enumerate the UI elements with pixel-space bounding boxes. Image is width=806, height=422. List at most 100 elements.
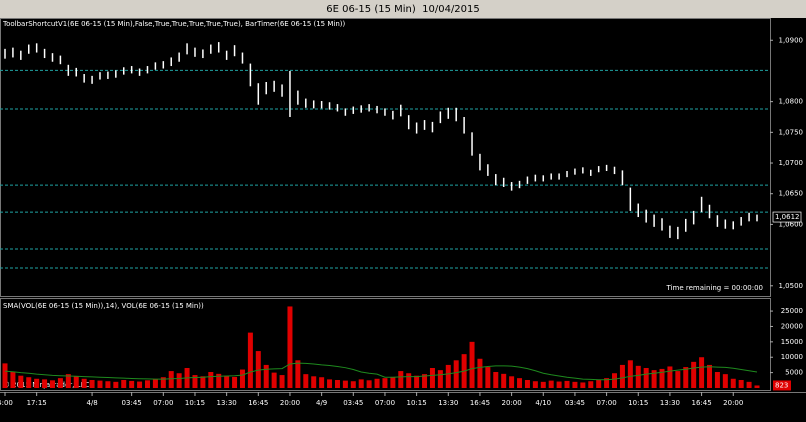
x-tick-label: 13:30 [217,399,237,407]
volume-bar [303,374,309,388]
volume-bar [232,376,238,388]
y-tick-label: 1,0750 [779,128,804,136]
volume-bar [477,358,483,388]
x-tick-label: 03:45 [565,399,585,407]
volume-bar [42,379,48,388]
volume-bar [73,376,79,388]
volume-bar [18,375,24,388]
volume-bar [137,381,143,388]
volume-bar [453,360,459,388]
x-tick-label: 20:00 [723,399,743,407]
last-price-label: 1,0612 [775,213,800,221]
volume-bar [437,370,443,388]
y-tick-label: 10000 [781,353,803,361]
y-tick-label: 15000 [781,338,803,346]
x-tick-label: 10:15 [628,399,648,407]
volume-bar [691,361,697,388]
volume-bar [493,372,499,388]
x-tick-label: 4/9 [316,399,327,407]
volume-bar [572,381,578,388]
x-tick-label: 20:00 [280,399,300,407]
x-tick-label: 13:30 [660,399,680,407]
volume-bar [350,381,356,388]
volume-bar [160,377,166,388]
volume-bar [358,379,364,388]
volume-bar [651,370,657,388]
volume-bar [295,360,301,388]
volume-bar [263,364,269,388]
volume-bar [121,380,127,388]
volume-bar [707,364,713,388]
volume-bar [675,371,681,388]
y-tick-label: 1,0700 [779,159,804,167]
volume-bar [738,380,744,388]
x-tick-label: 07:00 [153,399,173,407]
volume-bar [129,380,135,388]
x-tick-label: 16:45 [470,399,490,407]
volume-bar [81,378,87,388]
volume-bar [619,364,625,388]
volume-bar [635,365,641,388]
x-tick-label: 07:00 [597,399,617,407]
volume-bar [659,368,665,388]
volume-bar [485,367,491,388]
volume-bar [548,380,554,388]
volume-bar [730,378,736,388]
x-tick-label: 16:45 [248,399,268,407]
volume-bar [414,375,420,388]
window-title: 6E 06-15 (15 Min) 10/04/2015 [326,4,480,15]
volume-bar [714,372,720,388]
x-tick-label: 13:30 [438,399,458,407]
volume-bar [208,372,214,388]
volume-bar [247,332,253,388]
y-tick-label: 1,0900 [779,36,804,44]
volume-bar [540,381,546,388]
volume-bar [596,380,602,388]
x-tick-label: 4/10 [535,399,551,407]
volume-bar [667,366,673,388]
volume-bar [612,373,618,388]
volume-bar [168,371,174,388]
volume-bar [65,374,71,388]
volume-bar [524,380,530,388]
volume-bar [200,376,206,388]
y-tick-label: 1,0650 [779,190,804,198]
volume-bar [517,378,523,388]
volume-bar [97,380,103,388]
volume-bar [683,367,689,388]
y-tick-label: 20000 [781,322,803,330]
volume-bar [224,375,230,388]
volume-bar [722,374,728,388]
x-tick-label: 16:45 [691,399,711,407]
x-tick-label: 17:15 [27,399,47,407]
volume-bar [271,372,277,388]
volume-bar [279,375,285,388]
volume-bar [144,380,150,388]
x-tick-label: 07:00 [375,399,395,407]
y-tick-label: 25000 [781,307,803,315]
volume-bar [699,357,705,388]
volume-bar [390,376,396,388]
volume-bar [152,379,158,388]
last-volume-label: 823 [775,381,788,389]
volume-bar [374,378,380,388]
volume-bar [105,381,111,388]
volume-bar [327,379,333,388]
volume-bar [319,377,325,388]
x-tick-label: 10:15 [407,399,427,407]
volume-panel [0,298,771,391]
volume-bar [604,378,610,388]
x-tick-label: 4:00 [0,399,13,407]
price-panel [0,18,771,297]
volume-bar [398,371,404,388]
volume-bar [754,385,760,388]
sma-line [4,362,758,381]
volume-label: SMA(VOL(6E 06-15 (15 Min)),14), VOL(6E 0… [3,302,204,310]
volume-bar [445,364,451,388]
volume-bar [2,363,8,388]
volume-bar [509,376,515,388]
volume-bar [746,381,752,388]
volume-bar [334,380,340,388]
volume-bar [89,380,95,388]
